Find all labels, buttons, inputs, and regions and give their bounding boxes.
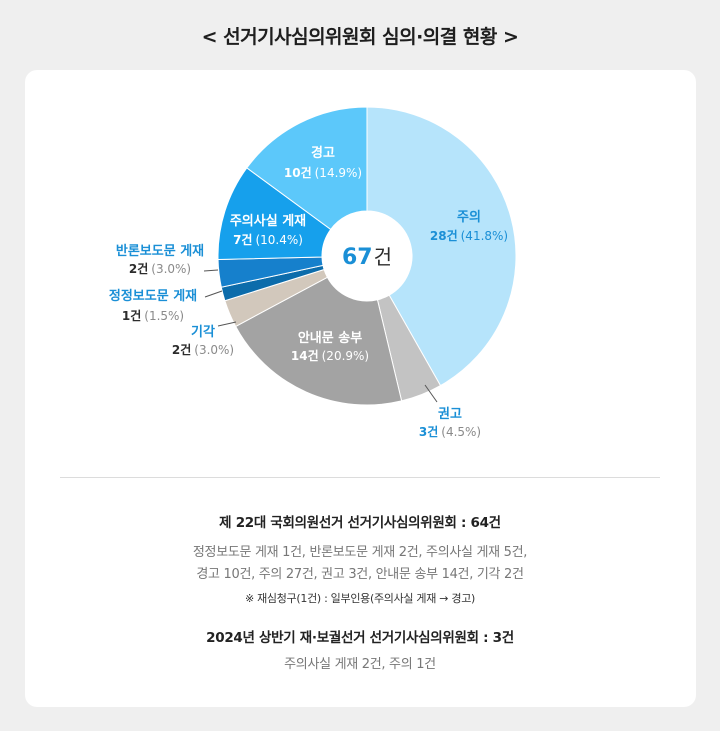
slice-4-count: 1건 (122, 308, 141, 323)
slice-6-value-label: 7건 (10.4%) (233, 232, 303, 247)
summary-line-2: 경고 10건, 주의 27건, 권고 3건, 안내문 송부 14건, 기각 2건 (196, 567, 524, 582)
slice-4-name: 정정보도문 게재 (109, 288, 197, 304)
slice-1-name: 권고 (438, 407, 462, 422)
center-total-unit: 건 (374, 245, 392, 269)
slice-5-value-label: 2건 (3.0%) (129, 261, 191, 276)
slice-5-name: 반론보도문 게재 (116, 243, 204, 259)
slice-7-name: 경고 (311, 145, 335, 161)
slice-4-percent: (1.5%) (144, 309, 184, 323)
slice-4-leader-line (204, 290, 223, 298)
slice-0-count: 28건 (430, 228, 458, 243)
slice-2-arc (235, 276, 403, 406)
slice-2-count: 14건 (291, 348, 319, 363)
summary-line-1: 정정보도문 게재 1건, 반론보도문 게재 2건, 주의사실 게재 5건, (192, 545, 528, 560)
slice-5-count: 2건 (129, 261, 148, 276)
slice-3-name: 기각 (191, 325, 215, 340)
center-total-value: 67 (342, 245, 373, 270)
slice-7-label: 경고 10건 (14.9%) (284, 145, 362, 180)
slice-5-leader-line (203, 269, 219, 272)
center-total: 67건 (342, 245, 392, 270)
summary-line-3: 주의사실 게재 2건, 주의 1건 (284, 657, 436, 672)
slice-7-count: 10건 (284, 165, 312, 180)
summary-heading-byelection: 2024년 상반기 재·보궐선거 선거기사심의위원회 : 3건 (206, 630, 514, 646)
slice-6-percent: (10.4%) (255, 233, 302, 247)
slice-0-arc (366, 106, 517, 387)
slice-0-label: 주의 28건 (41.8%) (430, 209, 508, 243)
slice-1-value-label: 3건 (4.5%) (419, 424, 481, 439)
slice-7-percent: (14.9%) (315, 166, 362, 180)
slice-1-percent: (4.5%) (441, 425, 481, 439)
slice-2-percent: (20.9%) (322, 349, 369, 363)
slice-1-leader-line (424, 384, 438, 403)
slice-6-label: 주의사실 게재 7건 (10.4%) (230, 213, 306, 247)
slice-7-arc (246, 106, 368, 231)
summary-heading-22nd: 제 22대 국회의원선거 선거기사심의위원회 : 64건 (219, 515, 501, 531)
slice-2-name: 안내문 송부 (298, 330, 362, 346)
slice-6-count: 7건 (233, 232, 252, 247)
slice-0-value-label: 28건 (41.8%) (430, 228, 508, 243)
divider (60, 477, 660, 478)
summary-note: ※ 재심청구(1건) : 일부인용(주의사실 게재 → 경고) (244, 592, 476, 605)
slice-3-value-label: 2건 (3.0%) (172, 342, 234, 357)
slice-7-value-label: 10건 (14.9%) (284, 165, 362, 180)
slice-5-percent: (3.0%) (151, 262, 191, 276)
page-title: < 선거기사심의위원회 심의·의결 현황 > (201, 26, 519, 48)
slice-4-value-label: 1건 (1.5%) (122, 308, 184, 323)
slice-3-count: 2건 (172, 342, 191, 357)
slice-2-value-label: 14건 (20.9%) (291, 348, 369, 363)
slice-5-label: 반론보도문 게재 2건 (3.0%) (116, 243, 219, 276)
slice-0-percent: (41.8%) (461, 229, 508, 243)
slice-4-label: 정정보도문 게재 1건 (1.5%) (109, 288, 223, 323)
slice-6-name: 주의사실 게재 (230, 213, 306, 229)
slice-3-leader-line (217, 321, 237, 327)
slice-2-label: 안내문 송부 14건 (20.9%) (291, 330, 369, 363)
slice-3-percent: (3.0%) (194, 343, 234, 357)
slice-1-count: 3건 (419, 424, 438, 439)
slice-0-name: 주의 (457, 209, 481, 225)
